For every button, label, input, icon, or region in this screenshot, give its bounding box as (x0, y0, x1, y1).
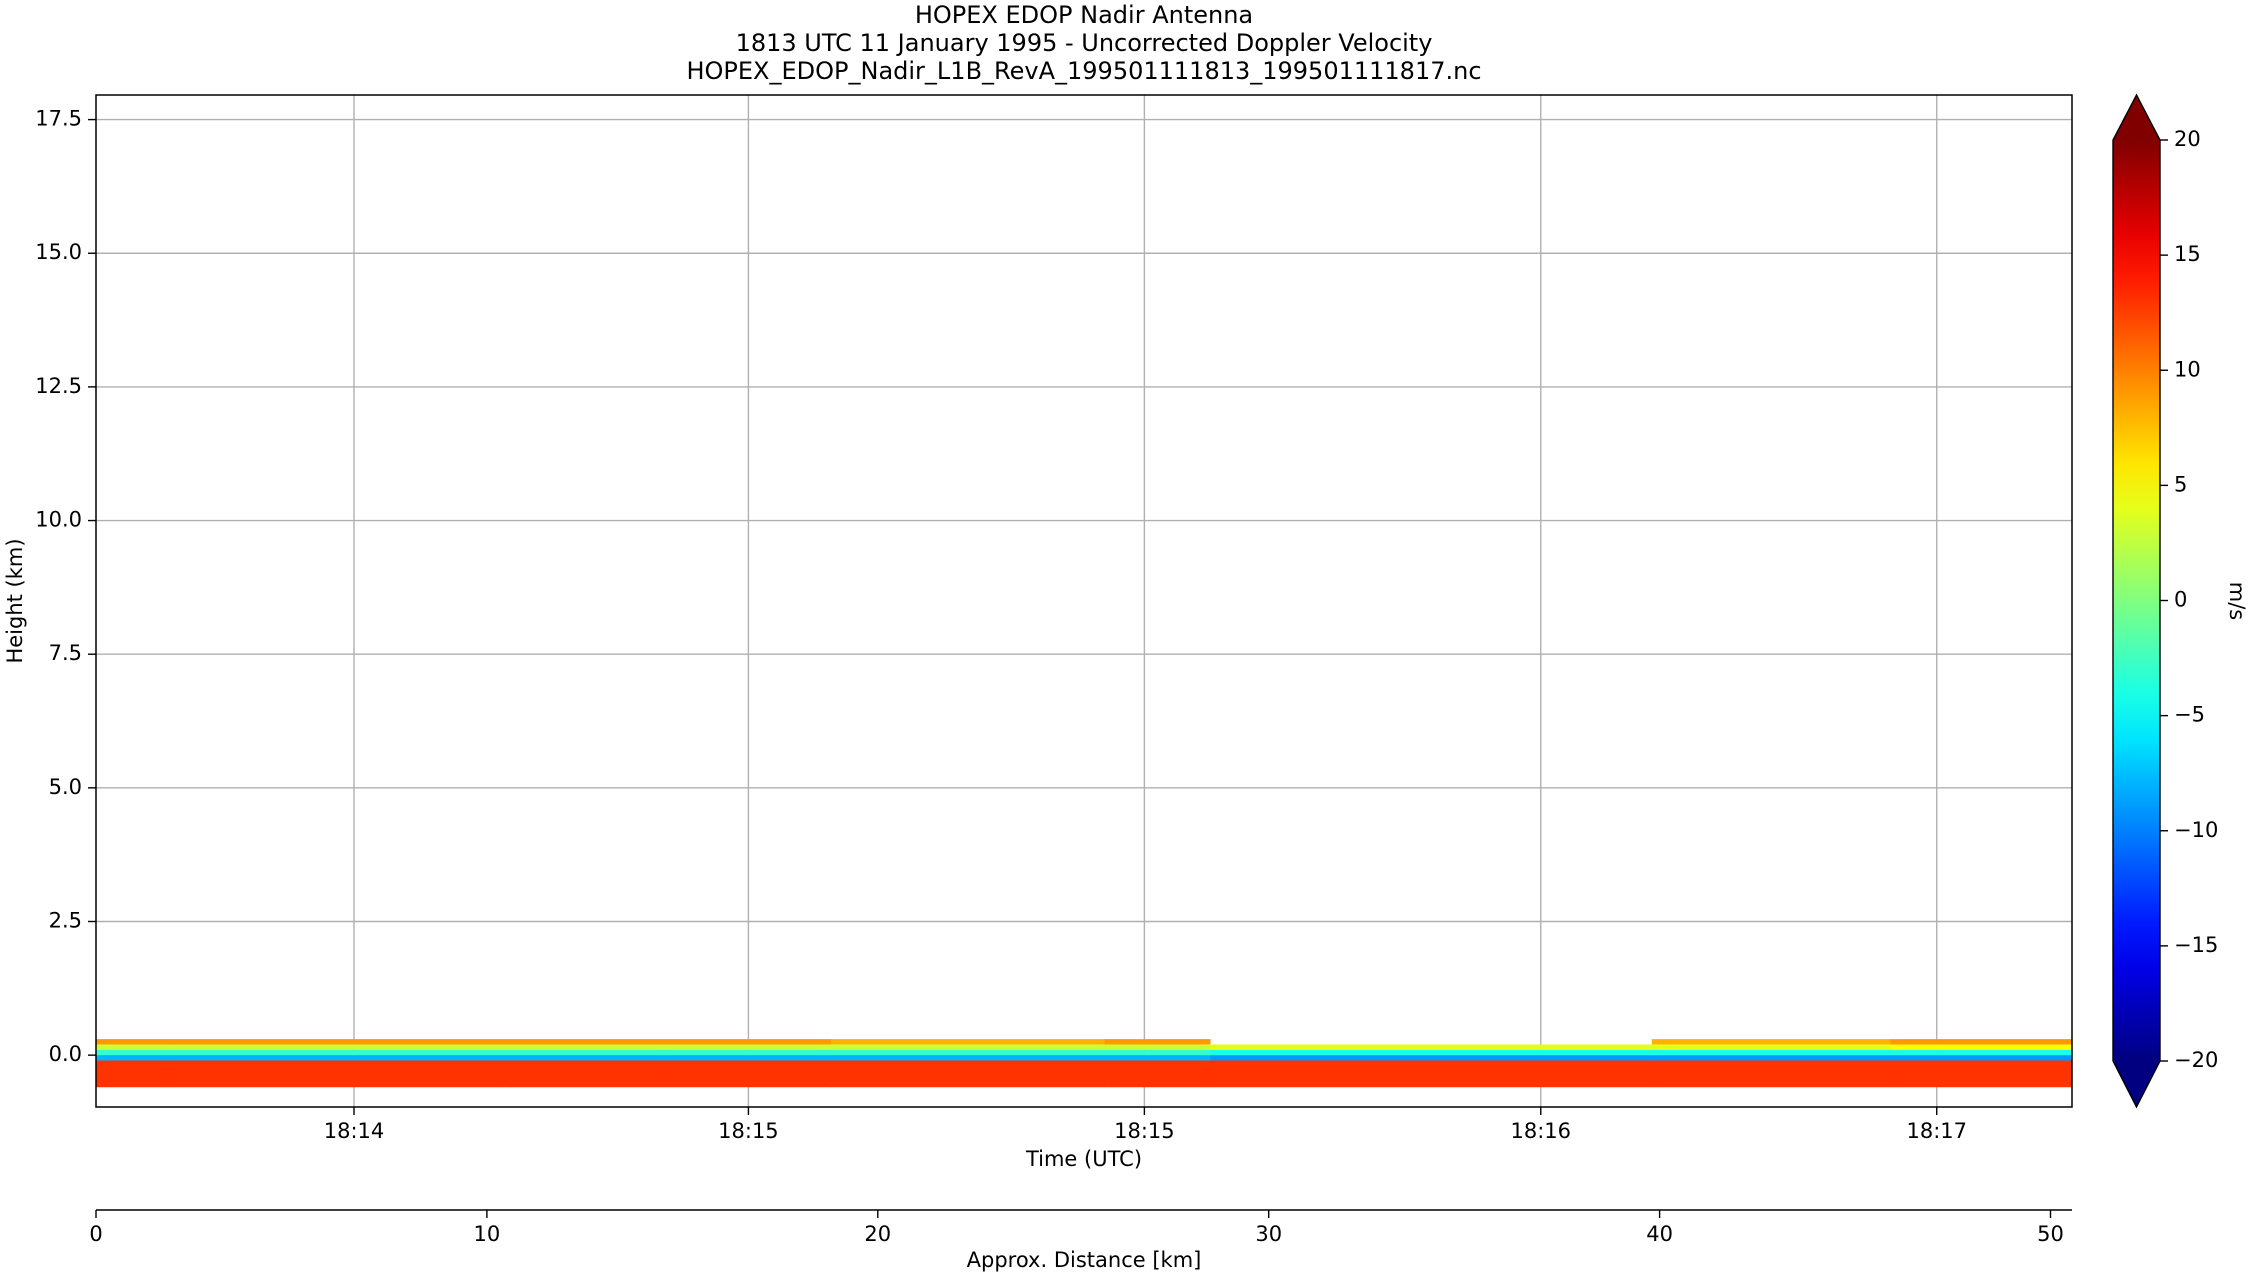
heatmap-cell (96, 1044, 175, 1050)
heatmap-cell (510, 1049, 660, 1056)
heatmap-cell (96, 1060, 175, 1088)
colorbar-tick-label: 20 (2174, 127, 2201, 151)
colorbar-tick-label: 10 (2174, 357, 2201, 381)
heatmap-cell (1210, 1044, 1653, 1050)
heatmap-cell (830, 1055, 1106, 1061)
colorbar-extend-bottom (2113, 1061, 2160, 1107)
y-tick-label: 12.5 (35, 374, 82, 398)
heatmap-cell (510, 1055, 660, 1061)
heatmap-cell (658, 1060, 832, 1088)
heatmap-cell (1104, 1039, 1211, 1045)
heatmap-cell (658, 1049, 832, 1056)
chart-subtitle: HOPEX_EDOP_Nadir_L1B_RevA_199501111813_1… (686, 57, 1481, 85)
heatmap-cell (96, 1039, 175, 1045)
colorbar (2113, 140, 2160, 1061)
colorbar-label: m/s (2225, 582, 2249, 620)
heatmap-cell (1651, 1044, 1891, 1050)
heatmap-cell (830, 1060, 1106, 1088)
heatmap-cell (96, 1049, 175, 1056)
y-tick-label: 15.0 (35, 240, 82, 264)
heatmap-cell (1104, 1060, 1211, 1088)
x2-tick-label: 20 (864, 1222, 891, 1246)
colorbar-tick-label: 0 (2174, 588, 2187, 612)
colorbar-tick-label: 5 (2174, 472, 2187, 496)
x2-tick-label: 50 (2037, 1222, 2064, 1246)
heatmap-cell (1210, 1049, 1653, 1056)
heatmap-cell (1890, 1049, 2073, 1056)
y-tick-label: 10.0 (35, 508, 82, 532)
x2-tick-label: 40 (1646, 1222, 1673, 1246)
colorbar-tick-label: −10 (2174, 818, 2218, 842)
y-tick-label: 5.0 (49, 775, 82, 799)
x2-tick-label: 10 (474, 1222, 501, 1246)
heatmap-cell (1104, 1055, 1211, 1061)
heatmap-cell (830, 1044, 1106, 1050)
heatmap-cell (830, 1049, 1106, 1056)
heatmap-cell (1890, 1044, 2073, 1050)
y-tick-label: 17.5 (35, 107, 82, 131)
x-tick-label: 18:17 (1906, 1119, 1967, 1143)
x-tick-label: 18:16 (1511, 1119, 1572, 1143)
colorbar-tick-label: 15 (2174, 242, 2201, 266)
heatmap-cell (1651, 1060, 1891, 1088)
x2-tick-label: 0 (89, 1222, 102, 1246)
y-axis-label: Height (km) (3, 538, 27, 663)
heatmap-cell (1210, 1060, 1653, 1088)
heatmap-cell (830, 1039, 1106, 1045)
heatmap-cell (174, 1044, 511, 1050)
heatmap-cell (658, 1055, 832, 1061)
heatmap-cell (1890, 1055, 2073, 1061)
heatmap-cell (1651, 1049, 1891, 1056)
x-tick-label: 18:14 (324, 1119, 385, 1143)
heatmap-cell (174, 1049, 511, 1056)
plot-frame (95, 94, 2073, 1108)
heatmap-cell (510, 1060, 660, 1088)
y-tick-label: 2.5 (49, 908, 82, 932)
heatmap-cell (1890, 1039, 2073, 1045)
x2-axis-label: Approx. Distance [km] (967, 1248, 1202, 1272)
y-tick-label: 0.0 (49, 1042, 82, 1066)
heatmap-cell (174, 1055, 511, 1061)
chart-subtitle: 1813 UTC 11 January 1995 - Uncorrected D… (736, 29, 1433, 57)
y-tick-label: 7.5 (49, 641, 82, 665)
heatmap-cell (1210, 1055, 1653, 1061)
colorbar-tick-label: −20 (2174, 1048, 2218, 1072)
x-tick-label: 18:15 (718, 1119, 779, 1143)
heatmap-cell (510, 1039, 660, 1045)
colorbar-extend-top (2113, 95, 2160, 140)
heatmap-cell (1104, 1044, 1211, 1050)
x-tick-label: 18:15 (1114, 1119, 1175, 1143)
heatmap-cell (1651, 1055, 1891, 1061)
heatmap-cell (1651, 1039, 1891, 1045)
heatmap-cell (174, 1039, 511, 1045)
chart-title: HOPEX EDOP Nadir Antenna (915, 1, 1253, 29)
heatmap-cell (1890, 1060, 2073, 1088)
heatmap-cell (174, 1060, 511, 1088)
colorbar-tick-label: −15 (2174, 933, 2218, 957)
x-axis-label: Time (UTC) (1025, 1147, 1142, 1171)
heatmap-cell (658, 1039, 832, 1045)
heatmap-cell (510, 1044, 660, 1050)
heatmap-cell (96, 1055, 175, 1061)
x2-tick-label: 30 (1255, 1222, 1282, 1246)
heatmap-cell (1104, 1049, 1211, 1056)
heatmap-cell (658, 1044, 832, 1050)
colorbar-tick-label: −5 (2174, 703, 2205, 727)
